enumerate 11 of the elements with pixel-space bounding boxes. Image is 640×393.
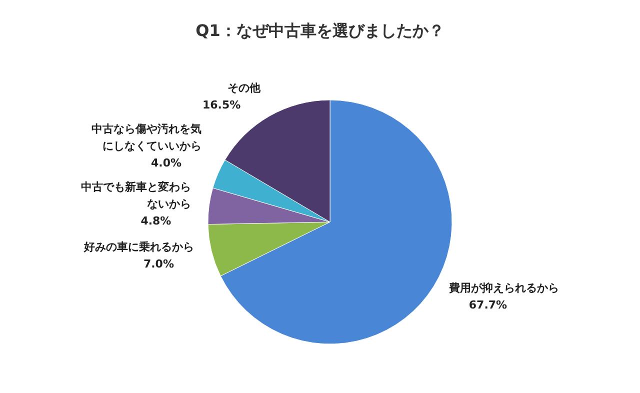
data-label: 4.8% <box>140 214 172 228</box>
data-label: 67.7% <box>468 298 508 312</box>
slice-label: 中古なら傷や汚れを気にしなくていいから <box>92 122 202 153</box>
data-label: 16.5% <box>202 98 241 112</box>
chart-title: Q1：なぜ中古車を選びましたか？ <box>196 21 444 40</box>
data-label: 4.0% <box>151 156 182 170</box>
slice-label: その他 <box>228 82 262 95</box>
slice-label: 費用が抑えられるから <box>448 281 559 294</box>
slice-label: 好みの車に乗れるから <box>82 240 194 254</box>
data-label: 7.0% <box>143 258 174 271</box>
slice-label: 中古でも新車と変わらないから <box>81 180 192 211</box>
